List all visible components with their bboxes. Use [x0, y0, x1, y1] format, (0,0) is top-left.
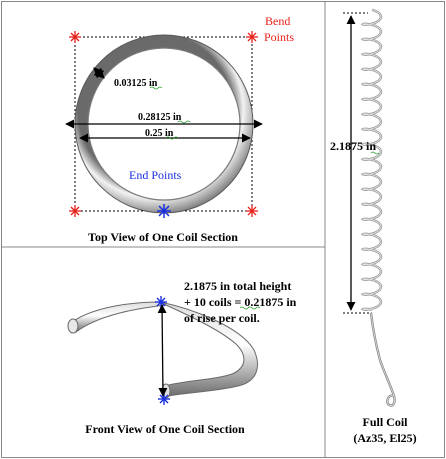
full-height-unit: in [366, 139, 376, 153]
svg-text:2.1875 in: 2.1875 in [330, 139, 376, 153]
bend-marker-bottom-left [69, 205, 81, 217]
full-coil-caption-line1: Full Coil [362, 415, 408, 429]
outer-dimension-unit: in [173, 112, 182, 123]
full-coil-caption-line2: (Az35, El25) [353, 431, 416, 445]
full-coil-panel: 2.1875 in Full Coil (Az35, El25) [330, 8, 417, 445]
end-points-label: End Points [129, 168, 182, 182]
svg-text:0.25 in: 0.25 in [145, 128, 174, 139]
outer-dimension-value: 0.28125 [138, 112, 171, 123]
bend-marker-top-right [246, 31, 258, 43]
wire-dimension-value: 0.03125 [114, 78, 147, 89]
full-height-value: 2.1875 [330, 139, 363, 153]
inner-dimension-value: 0.25 [145, 128, 163, 139]
bend-label-line1: Bend [265, 14, 290, 28]
end-point-marker [157, 204, 171, 218]
top-view-caption: Top View of One Coil Section [88, 230, 238, 244]
wire-thickness-arrow [93, 67, 105, 79]
wire-dimension-unit: in [149, 78, 158, 89]
full-coil-tail [369, 312, 396, 407]
rise-per-coil-arrow [157, 304, 168, 397]
svg-text:0.03125 in: 0.03125 in [114, 78, 158, 89]
bend-label-line2: Points [264, 30, 294, 44]
full-coil-helix [360, 8, 383, 311]
rise-note-line2: + 10 coils = 0.21875 in [184, 295, 297, 309]
rise-note-line3: of rise per coil. [184, 311, 260, 325]
top-view-panel: 0.03125 in 0.28125 in 0.25 in Bend Point… [65, 14, 294, 244]
front-coil-tube-back [71, 301, 168, 333]
helix-wire-highlight [362, 9, 382, 311]
bend-marker-bottom-right [246, 205, 258, 217]
front-view-caption: Front View of One Coil Section [85, 422, 245, 436]
bend-marker-top-left [69, 31, 81, 43]
rise-note-line1: 2.1875 in total height [184, 279, 291, 293]
inner-dimension-unit: in [165, 128, 174, 139]
svg-text:0.28125 in: 0.28125 in [138, 112, 182, 123]
front-view-panel: 2.1875 in total height + 10 coils = 0.21… [67, 279, 297, 436]
